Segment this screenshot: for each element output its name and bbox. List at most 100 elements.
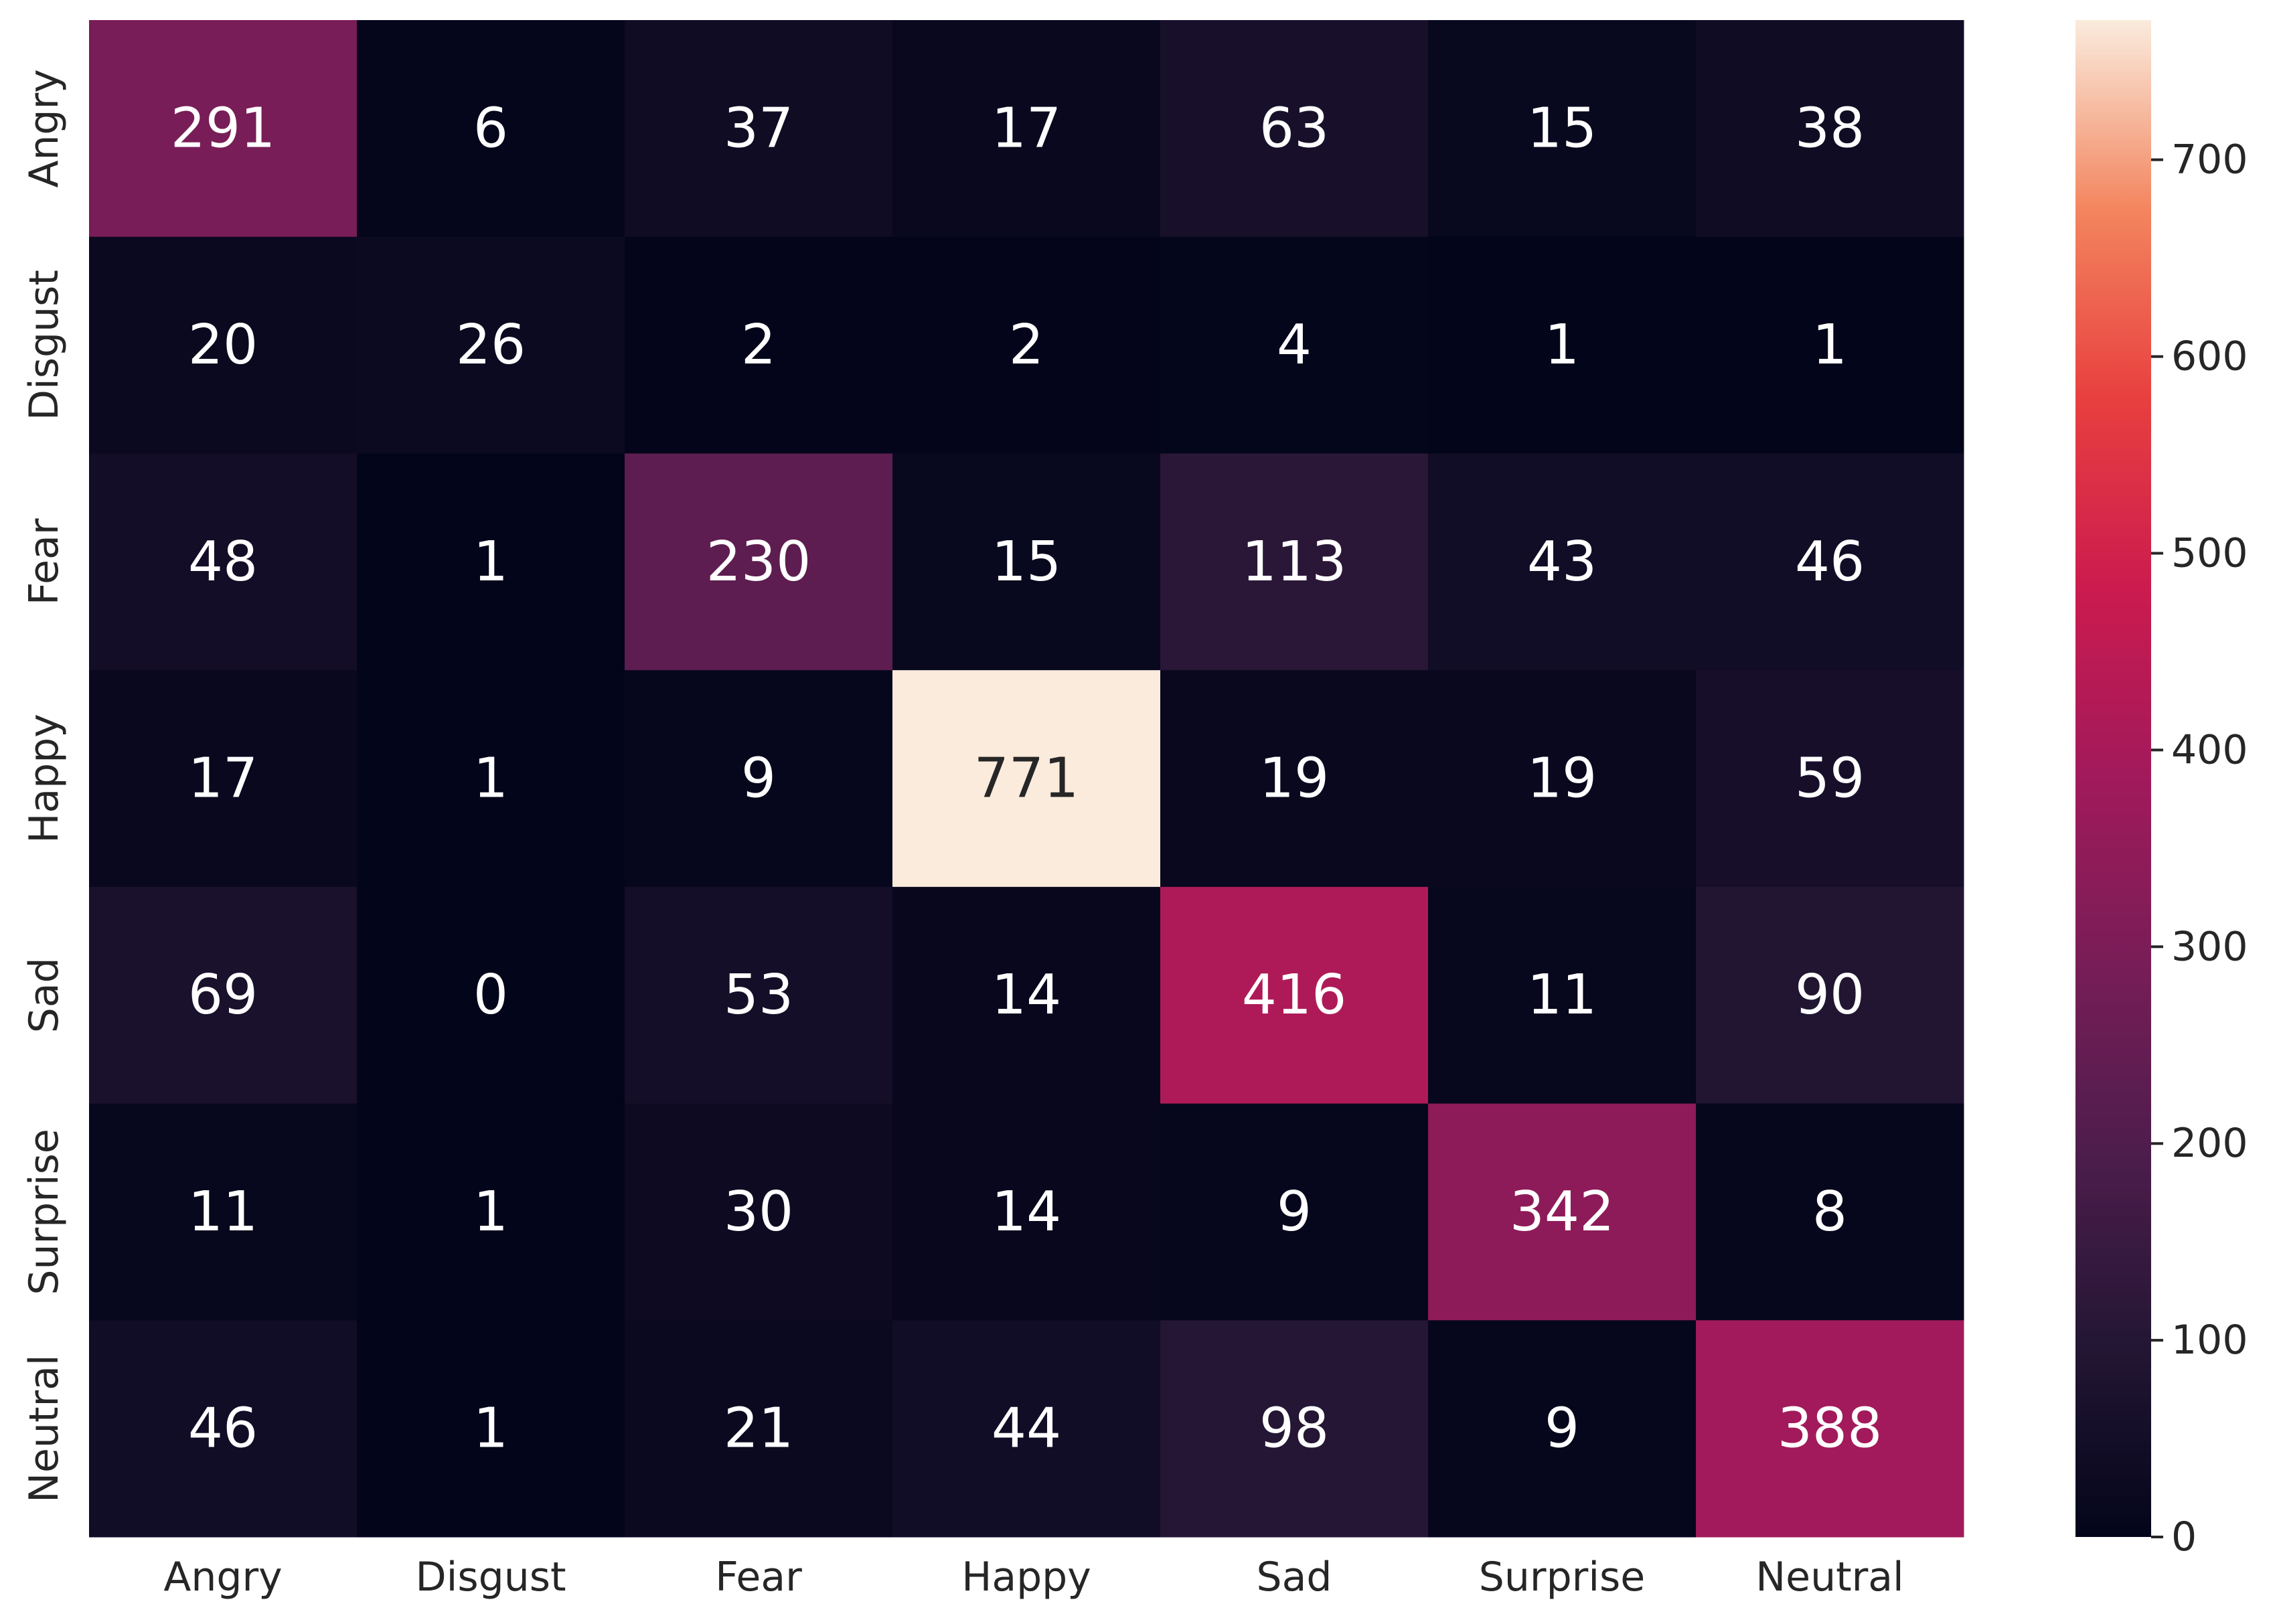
heatmap-cell-label: 37 <box>724 96 793 160</box>
heatmap-cell-label: 43 <box>1527 530 1597 594</box>
colorbar-ticks: 0 100 200 300 400 500 600 700 <box>2151 137 2248 1560</box>
heatmap-cell-label: 14 <box>992 1180 1061 1244</box>
x-tick-label: Surprise <box>1479 1554 1645 1601</box>
heatmap-cell <box>357 236 625 454</box>
heatmap-cell <box>89 236 358 454</box>
heatmap-cell <box>1428 20 1697 238</box>
heatmap-cell-label: 53 <box>724 963 793 1027</box>
heatmap-cell <box>1160 670 1429 888</box>
heatmap-cell <box>1160 20 1429 238</box>
heatmap-cell <box>625 453 893 671</box>
colorbar-tick-label: 200 <box>2171 1120 2248 1167</box>
heatmap-cell-label: 17 <box>188 747 258 811</box>
heatmap-cell-label: 0 <box>473 963 508 1027</box>
heatmap-cell-label: 2 <box>1009 313 1044 377</box>
heatmap-cell-label: 14 <box>992 963 1061 1027</box>
heatmap-cell <box>357 1103 625 1321</box>
heatmap-cell <box>625 20 893 238</box>
heatmap-cell-label: 113 <box>1242 530 1347 594</box>
heatmap-cell <box>625 1320 893 1538</box>
heatmap-cell <box>89 1320 358 1538</box>
heatmap-cell-label: 69 <box>188 963 258 1027</box>
heatmap-cell-label: 11 <box>1527 963 1597 1027</box>
x-tick-label: Disgust <box>415 1554 566 1601</box>
colorbar-tick-label: 400 <box>2171 726 2248 773</box>
heatmap-cell <box>1428 236 1697 454</box>
heatmap-cell-label: 4 <box>1277 313 1312 377</box>
heatmap-cell <box>357 670 625 888</box>
heatmap-cell-label: 90 <box>1795 963 1865 1027</box>
heatmap-cell <box>1428 1103 1697 1321</box>
heatmap-cell <box>1428 670 1697 888</box>
heatmap-cell-label: 1 <box>1545 313 1579 377</box>
heatmap-cell-label: 9 <box>741 747 776 811</box>
heatmap-cell <box>625 886 893 1105</box>
heatmap-cell-label: 38 <box>1795 96 1865 160</box>
heatmap-cell <box>357 886 625 1105</box>
x-tick-label: Happy <box>961 1554 1091 1601</box>
heatmap-cell-label: 2 <box>741 313 776 377</box>
x-tick-label: Fear <box>715 1554 802 1601</box>
heatmap-cell-label: 19 <box>1527 747 1597 811</box>
heatmap-cell-label: 46 <box>1795 530 1865 594</box>
heatmap-cell <box>89 20 358 238</box>
heatmap-cell <box>892 236 1161 454</box>
heatmap-cell <box>892 20 1161 238</box>
colorbar: 0 100 200 300 400 500 600 700 <box>2075 20 2248 1560</box>
heatmap-cell <box>89 453 358 671</box>
heatmap-cell <box>625 670 893 888</box>
heatmap-cell-label: 1 <box>473 1180 508 1244</box>
heatmap-cell-label: 21 <box>724 1397 793 1461</box>
y-tick-label: Disgust <box>21 270 68 420</box>
y-tick-label: Fear <box>21 518 68 605</box>
heatmap-cell-label: 8 <box>1812 1180 1847 1244</box>
heatmap-cell <box>625 236 893 454</box>
x-tick-label: Angry <box>163 1554 282 1601</box>
colorbar-tick-label: 0 <box>2171 1514 2197 1560</box>
heatmap-cell-label: 20 <box>188 313 258 377</box>
heatmap-cell-label: 9 <box>1545 1397 1579 1461</box>
heatmap-cell <box>357 20 625 238</box>
heatmap-cell-label: 388 <box>1778 1397 1883 1461</box>
y-tick-label: Happy <box>21 714 68 843</box>
heatmap-cell <box>1696 453 1964 671</box>
heatmap-cell <box>1696 670 1964 888</box>
heatmap-cell <box>625 1103 893 1321</box>
heatmap-cell-label: 1 <box>473 1397 508 1461</box>
heatmap-cell <box>89 886 358 1105</box>
heatmap-cell-label: 98 <box>1259 1397 1329 1461</box>
heatmap-cell-label: 771 <box>974 747 1079 811</box>
y-tick-label: Angry <box>21 69 68 187</box>
y-tick-label: Surprise <box>21 1129 68 1295</box>
heatmap-cell-label: 46 <box>188 1397 258 1461</box>
heatmap-cell-label: 9 <box>1277 1180 1312 1244</box>
heatmap-cell-label: 15 <box>1527 96 1597 160</box>
heatmap-cell-label: 1 <box>473 530 508 594</box>
heatmap-cell <box>1696 1320 1964 1538</box>
x-axis-tick-labels: Angry Disgust Fear Happy Sad Surprise Neutral <box>163 1554 1903 1601</box>
colorbar-tick-label: 700 <box>2171 137 2248 183</box>
y-tick-label: Neutral <box>21 1354 68 1502</box>
heatmap-cell <box>1160 886 1429 1105</box>
heatmap-cell-label: 1 <box>1812 313 1847 377</box>
heatmap-cell-label: 19 <box>1259 747 1329 811</box>
heatmap-cell-label: 342 <box>1510 1180 1615 1244</box>
colorbar-gradient <box>2075 20 2151 1537</box>
heatmap-cell-label: 291 <box>171 96 276 160</box>
heatmap-cell-label: 11 <box>188 1180 258 1244</box>
heatmap-cell <box>357 453 625 671</box>
heatmap-cell <box>1160 453 1429 671</box>
heatmap-cell <box>1160 1103 1429 1321</box>
heatmap-cell <box>892 1103 1161 1321</box>
heatmap-cell <box>1696 886 1964 1105</box>
heatmap-cell-label: 30 <box>724 1180 793 1244</box>
heatmap-cell <box>1428 453 1697 671</box>
colorbar-tick-label: 500 <box>2171 530 2248 576</box>
heatmap-cell-label: 48 <box>188 530 258 594</box>
heatmap-cell <box>1160 236 1429 454</box>
heatmap-cell-label: 26 <box>456 313 526 377</box>
heatmap-cell <box>1696 20 1964 238</box>
heatmap-cells <box>89 20 1964 1538</box>
